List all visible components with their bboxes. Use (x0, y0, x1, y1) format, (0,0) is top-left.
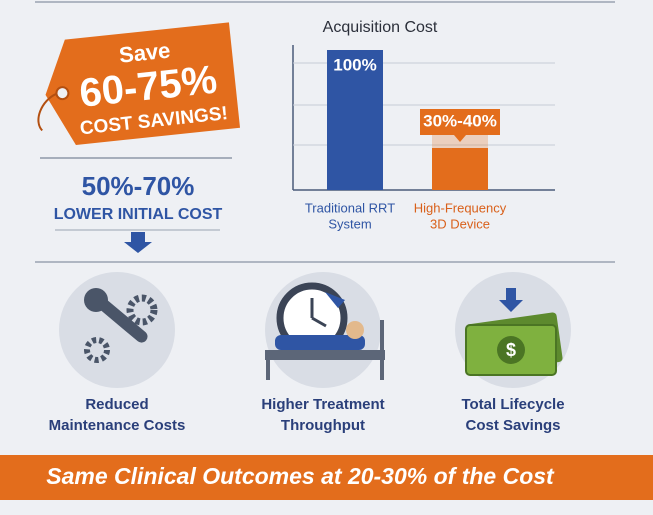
feature-label: Throughput (281, 417, 365, 434)
label-pointer (454, 135, 466, 142)
category-label: 3D Device (430, 216, 490, 231)
tag-hole (55, 86, 70, 101)
feature-label: Reduced (85, 396, 148, 413)
feature-label: Higher Treatment (261, 396, 384, 413)
banner-text: Same Clinical Outcomes at 20-30% of the … (46, 463, 555, 489)
feature-label: Maintenance Costs (49, 417, 186, 434)
bar-chart: Acquisition Cost 100% Traditional RRTSyst… (292, 19, 555, 231)
svg-text:$: $ (506, 340, 516, 360)
category-label: System (328, 216, 371, 231)
clock-bed-icon (265, 282, 385, 380)
bar (432, 148, 488, 190)
icon-circle (59, 272, 175, 388)
bar-label: 100% (333, 55, 376, 74)
wrench-gear-icon (84, 288, 158, 363)
bar (327, 50, 383, 190)
category-label: Traditional RRT (305, 200, 395, 215)
price-tag: Save 60-75% COST SAVINGS! (37, 22, 241, 146)
initial-cost-caption: LOWER INITIAL COST (54, 206, 223, 223)
bar-label: 30%-40% (423, 111, 497, 130)
tag-string (37, 92, 57, 132)
money-icon: $ (465, 288, 563, 376)
tag-text: Save (118, 38, 172, 68)
banner (0, 455, 653, 500)
feature-labels: Reduced Maintenance Costs Higher Treatment… (49, 396, 565, 434)
chart-title: Acquisition Cost (323, 19, 438, 36)
label-box (420, 109, 500, 135)
feature-label: Total Lifecycle (461, 396, 564, 413)
initial-cost-headline: 50%-70% (82, 171, 195, 201)
down-arrow (124, 232, 152, 253)
tag-shape (45, 22, 241, 146)
feature-label: Cost Savings (465, 417, 560, 434)
category-label: High-Frequency (414, 200, 507, 215)
